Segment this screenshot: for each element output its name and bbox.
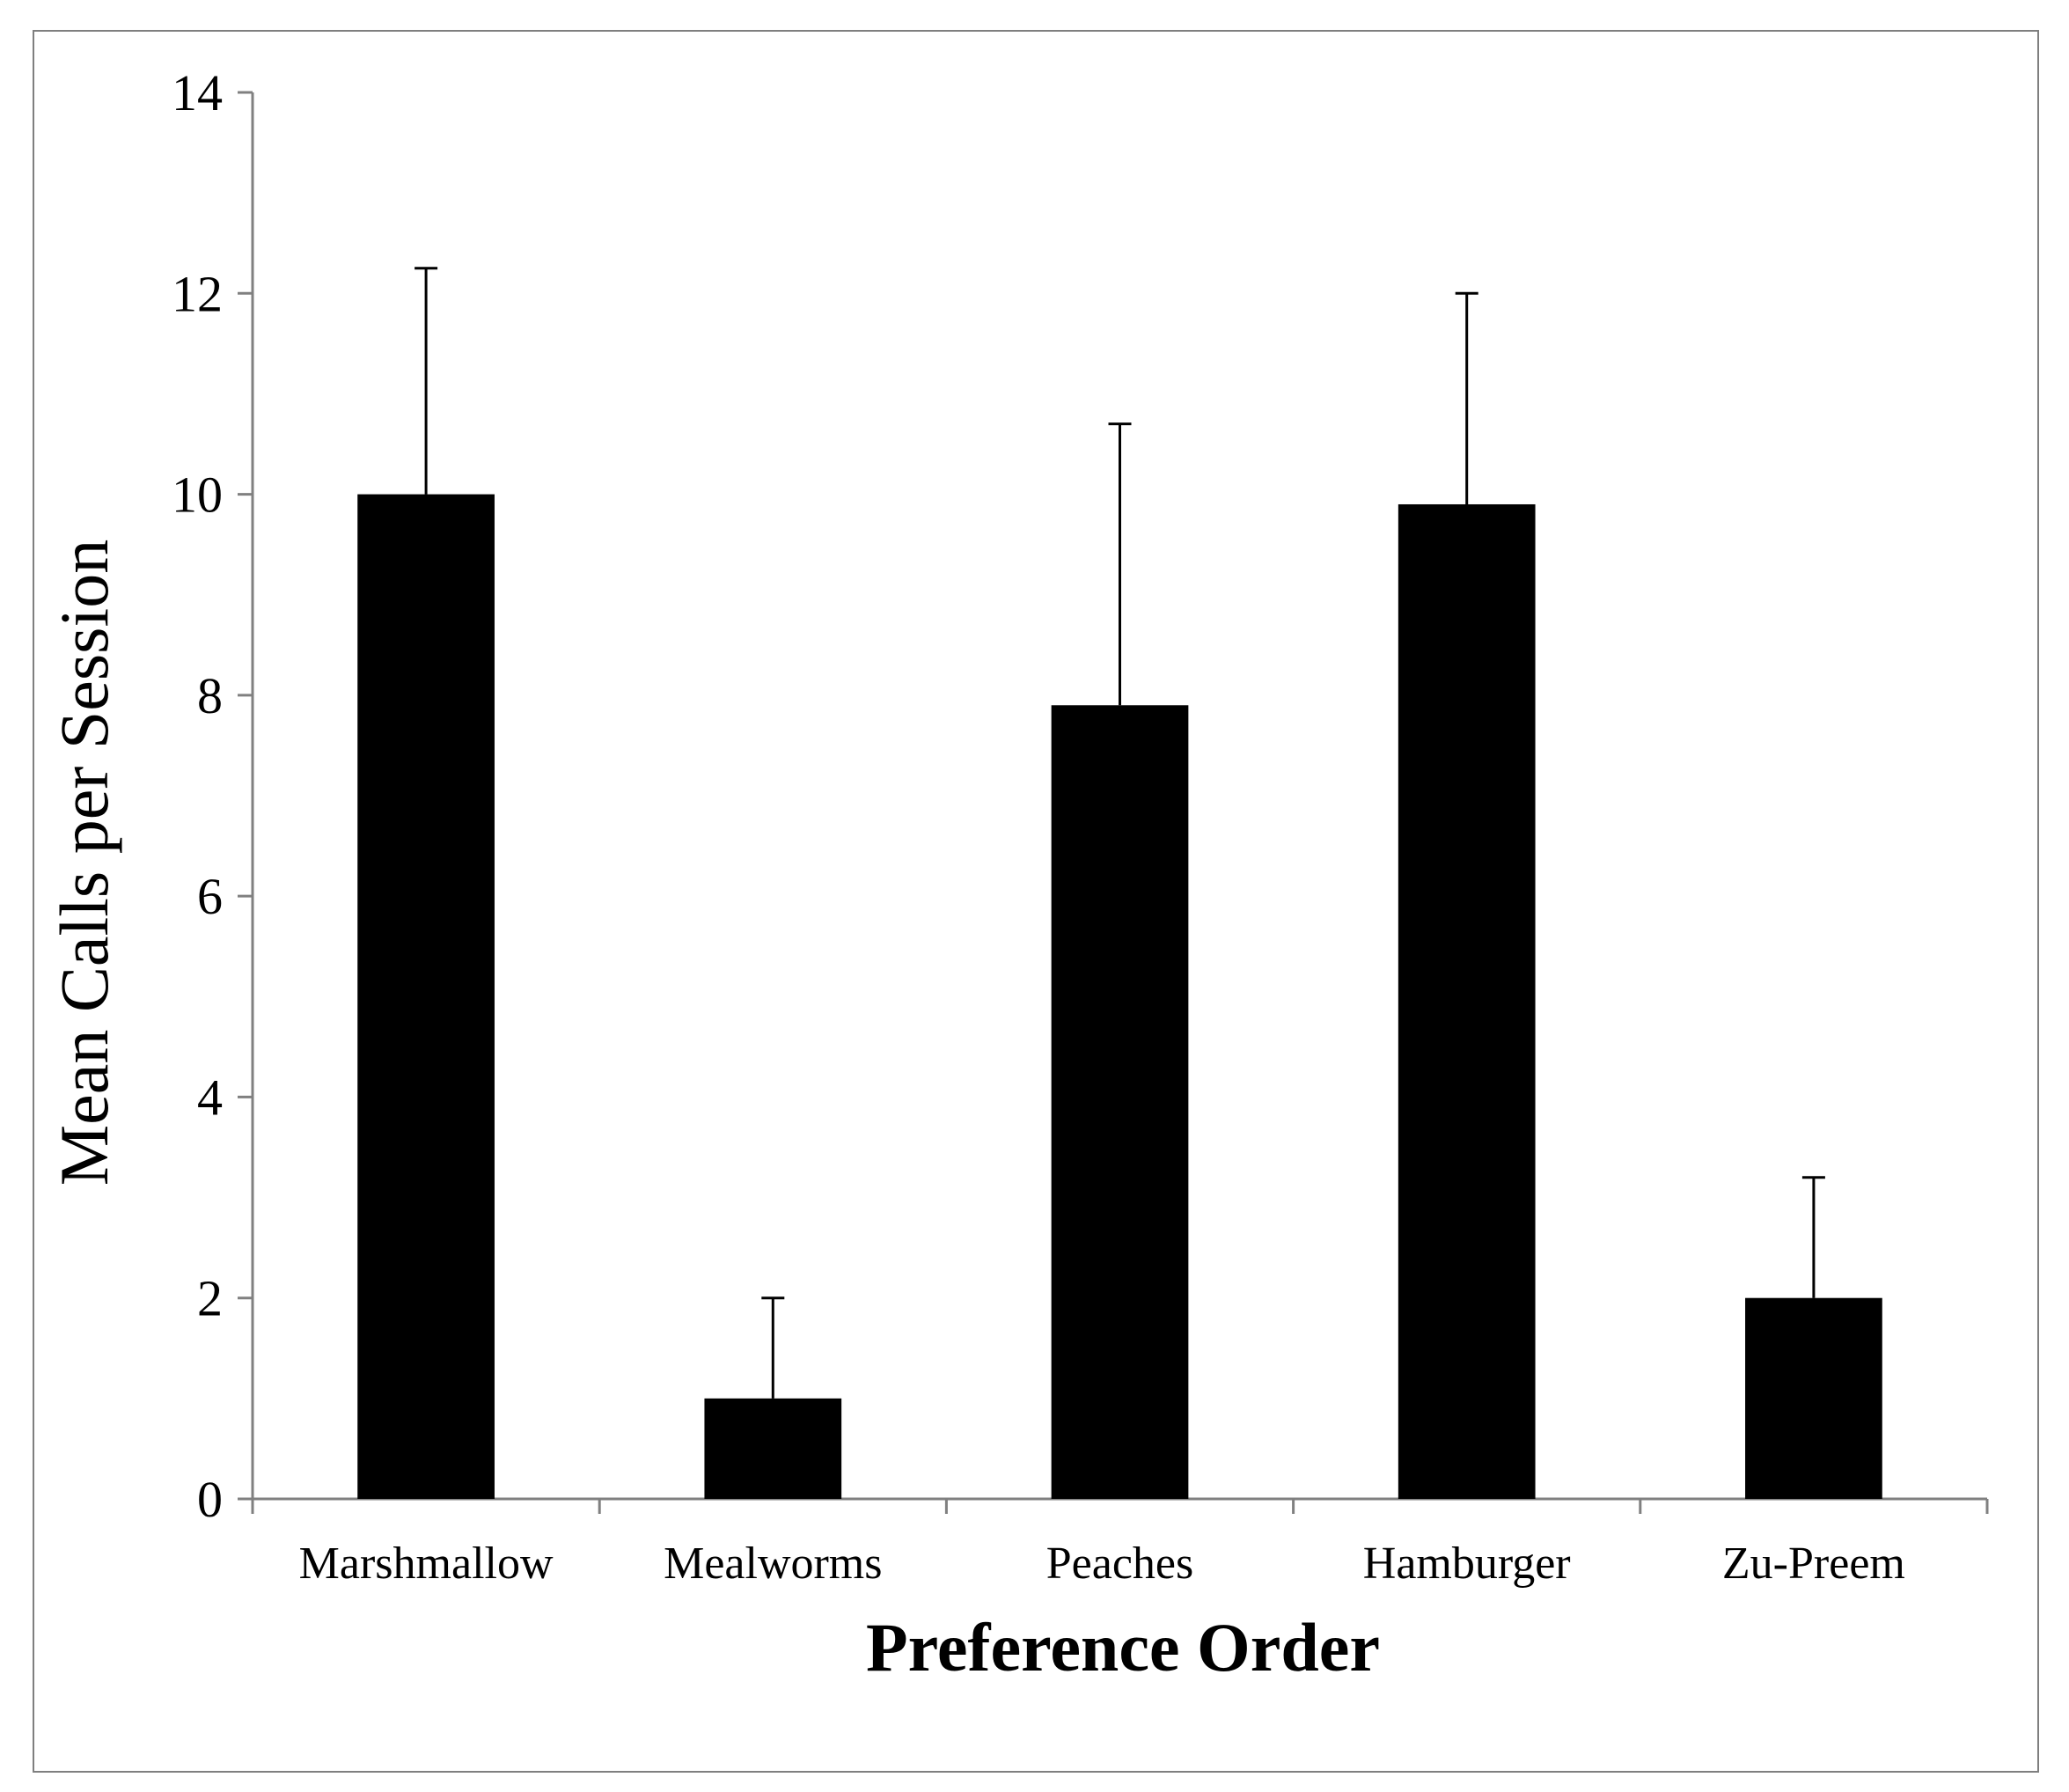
- y-tick-label: 0: [197, 1471, 223, 1528]
- x-tick-label: Marshmallow: [299, 1539, 554, 1589]
- x-tick-label: Mealworms: [664, 1539, 882, 1589]
- bar: [1051, 705, 1189, 1499]
- x-tick-label: Peaches: [1046, 1539, 1193, 1589]
- y-tick-label: 2: [197, 1270, 223, 1327]
- bar: [1745, 1297, 1882, 1499]
- x-axis-title: Preference Order: [866, 1609, 1380, 1686]
- bars: [357, 494, 1882, 1499]
- x-axis: Marshmallow Mealworms Peaches Hamburger Zu-P…: [251, 1497, 1989, 1589]
- y-tick-label: 6: [197, 868, 223, 925]
- y-tick-label: 12: [172, 265, 223, 322]
- y-axis-title: Mean Calls per Session: [46, 540, 122, 1186]
- y-tick-label: 8: [197, 667, 223, 724]
- y-tick-label: 4: [197, 1069, 223, 1126]
- bar: [1398, 503, 1536, 1499]
- bar: [357, 494, 495, 1499]
- x-tick-label: Zu-Preem: [1722, 1539, 1905, 1589]
- y-tick-label: 14: [172, 64, 223, 121]
- y-tick-label: 10: [172, 466, 223, 524]
- y-axis: 0 2 4 6 8 10 12 14: [172, 64, 254, 1528]
- error-bars: [415, 267, 1825, 1399]
- bar: [704, 1398, 842, 1499]
- x-tick-label: Hamburger: [1363, 1539, 1571, 1589]
